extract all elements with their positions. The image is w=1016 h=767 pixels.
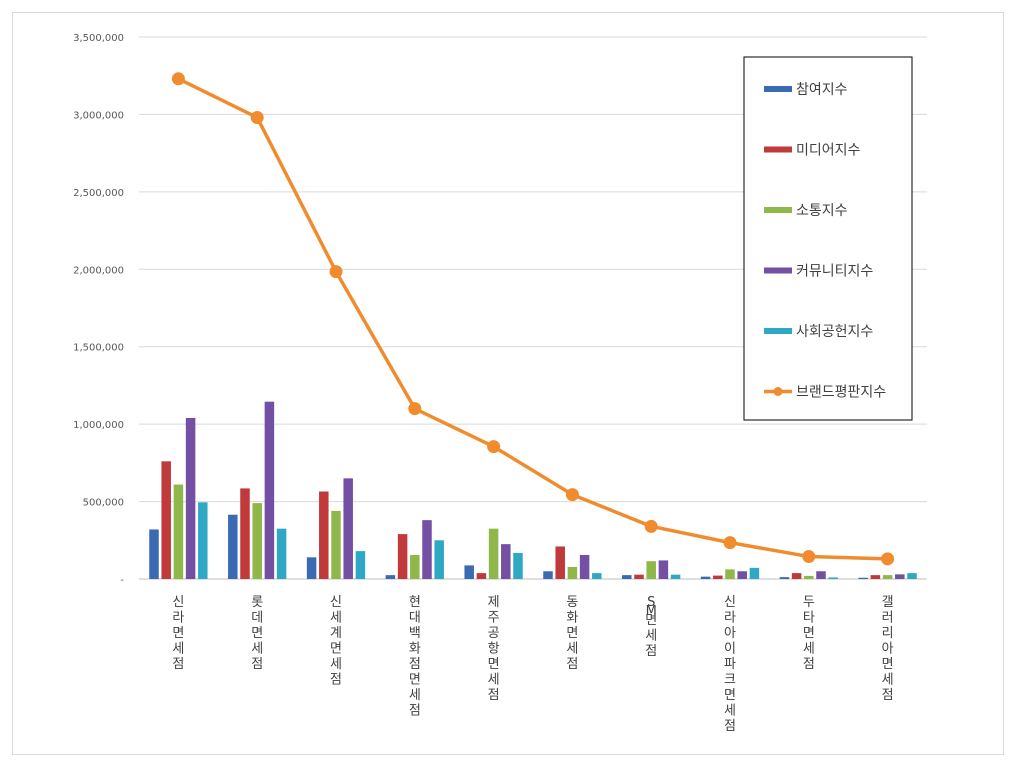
bar	[713, 575, 723, 579]
bar	[543, 571, 553, 579]
line-point	[171, 72, 185, 86]
line-point	[723, 536, 737, 550]
bar	[870, 575, 881, 579]
bar	[228, 514, 238, 579]
bar	[149, 529, 159, 579]
legend-label: 브랜드평판지수	[796, 385, 886, 401]
bar	[161, 461, 171, 579]
legend-swatch	[764, 267, 792, 274]
legend-label: 소통지수	[796, 203, 848, 219]
legend-box	[743, 56, 913, 421]
chart-frame: - 500,000 1,000,000 1,500,000 2,000,000 2,500…	[12, 12, 1004, 755]
legend-swatch	[764, 207, 792, 213]
legend-label: 미디어지수	[796, 143, 861, 159]
legend-marker	[773, 387, 783, 396]
bar	[198, 502, 208, 579]
bar	[622, 575, 632, 579]
bar	[434, 540, 444, 579]
bar	[240, 488, 250, 579]
bar	[264, 401, 275, 579]
y-tick-label: 2,000,000	[73, 265, 124, 276]
y-tick-label: 3,500,000	[73, 33, 124, 44]
bar	[555, 546, 565, 579]
bar	[816, 571, 826, 579]
legend-label: 커뮤니티지수	[796, 264, 873, 280]
bar	[464, 565, 474, 579]
bar	[749, 567, 760, 579]
bar	[306, 557, 317, 579]
bar	[410, 554, 420, 579]
y-tick-label: 2,500,000	[73, 188, 124, 199]
bar	[567, 566, 578, 579]
line-point	[329, 265, 343, 279]
bar	[513, 552, 523, 579]
brand-line	[171, 72, 895, 566]
legend-swatch	[764, 146, 792, 153]
bar	[276, 528, 287, 579]
line-point	[565, 488, 579, 502]
bar	[737, 571, 747, 579]
bar	[725, 569, 735, 579]
bar	[501, 544, 511, 579]
y-tick-label: 1,500,000	[73, 343, 124, 354]
bar	[579, 554, 590, 579]
legend-label: 참여지수	[796, 82, 848, 98]
y-tick-label: -	[120, 575, 124, 586]
bar	[791, 573, 802, 579]
line-point	[802, 550, 816, 564]
bar	[907, 573, 917, 579]
line-point	[408, 402, 422, 416]
line-point	[487, 440, 501, 454]
line-series	[177, 77, 888, 561]
bar	[488, 528, 499, 579]
legend-swatch	[764, 86, 792, 92]
bar	[476, 573, 487, 579]
bar	[252, 503, 262, 579]
bar	[895, 574, 905, 579]
y-tick-label: 3,000,000	[73, 110, 124, 121]
bar	[658, 560, 669, 579]
bar	[422, 520, 432, 579]
line-point	[644, 519, 658, 533]
bar	[397, 534, 408, 579]
bar	[858, 577, 868, 579]
bar	[331, 510, 341, 579]
bar	[779, 577, 790, 579]
line-point	[881, 552, 895, 566]
bar	[804, 575, 814, 579]
bar	[173, 484, 184, 579]
bar	[592, 573, 602, 579]
bar	[646, 561, 656, 579]
line-point	[250, 111, 264, 125]
bar	[700, 576, 711, 579]
y-tick-label: 500,000	[83, 498, 124, 509]
bar	[185, 417, 196, 579]
bar	[828, 577, 838, 579]
chart-svg: - 500,000 1,000,000 1,500,000 2,000,000 2,500…	[73, 33, 927, 734]
bar	[882, 575, 893, 579]
bar	[670, 574, 681, 579]
bar	[385, 575, 396, 579]
bars	[149, 401, 917, 579]
legend-label: 사회공헌지수	[796, 324, 873, 340]
y-axis-ticks: - 500,000 1,000,000 1,500,000 2,000,000 2,500…	[73, 33, 124, 586]
legend-swatch	[764, 328, 792, 334]
bar	[319, 491, 329, 579]
bar	[634, 574, 644, 579]
bar	[355, 551, 366, 579]
x-axis-labels: 신 라 면 세 점 롯 데 면 세 점 신 세 계 면 세 점 현 대 백 화 점 면 세 점 제 주 공 항 면 세 점 동 화 면 세 점 S M 면 세…	[172, 595, 893, 734]
y-tick-label: 1,000,000	[73, 420, 124, 431]
bar	[343, 478, 353, 579]
